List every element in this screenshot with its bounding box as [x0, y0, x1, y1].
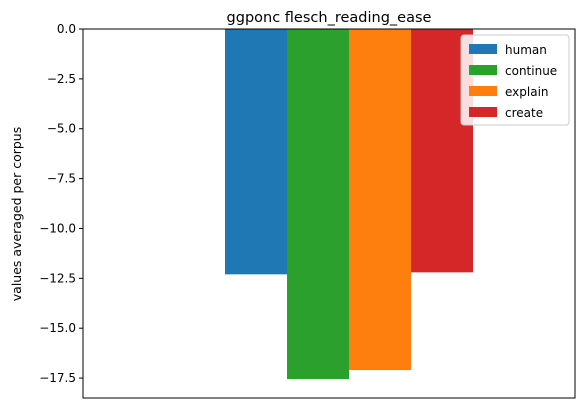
y-tick-label: −15.0 [39, 321, 76, 335]
legend-swatch-create [469, 107, 497, 117]
bars-group [225, 29, 473, 380]
legend-swatch-explain [469, 86, 497, 96]
legend-swatch-human [469, 44, 497, 54]
legend-label-human: human [505, 43, 547, 57]
y-axis: 0.0 −2.5 −5.0 −7.5 −10.0 −12.5 −15.0 −17.5 [39, 22, 83, 385]
chart-title: ggponc flesch_reading_ease [227, 10, 432, 26]
legend-box [460, 34, 570, 126]
bar-explain [349, 29, 411, 371]
y-axis-label: values averaged per corpus [9, 127, 24, 301]
y-tick-label: −7.5 [47, 172, 76, 186]
plot-frame [82, 28, 576, 399]
y-tick-label: −17.5 [39, 371, 76, 385]
y-tick-label: 0.0 [57, 22, 76, 36]
bar-continue [287, 29, 349, 380]
legend-swatch-continue [469, 65, 497, 75]
y-tick-label: −12.5 [39, 271, 76, 285]
legend: human continue explain create [460, 34, 570, 126]
legend-label-continue: continue [505, 64, 557, 78]
y-tick-label: −2.5 [47, 72, 76, 86]
legend-label-explain: explain [505, 85, 549, 99]
y-tick-label: −5.0 [47, 122, 76, 136]
y-tick-label: −10.0 [39, 221, 76, 235]
legend-label-create: create [505, 106, 543, 120]
bar-human [225, 29, 287, 275]
